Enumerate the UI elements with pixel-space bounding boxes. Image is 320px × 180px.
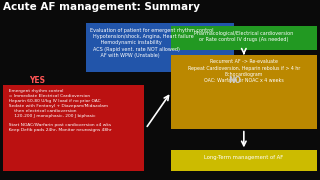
Text: Long-Term management of AF: Long-Term management of AF bbox=[204, 155, 284, 160]
FancyBboxPatch shape bbox=[86, 23, 234, 72]
Text: Evaluation of patient for emergent rhythm control
  Hypotension/shock, Angina, H: Evaluation of patient for emergent rhyth… bbox=[90, 28, 213, 58]
Text: Acute AF management: Summary: Acute AF management: Summary bbox=[3, 2, 200, 12]
Text: Emergent rhythm control
  = Immediate Electrical Cardioversion
  Heparin 60-80 U: Emergent rhythm control = Immediate Elec… bbox=[6, 89, 112, 132]
FancyBboxPatch shape bbox=[171, 55, 317, 129]
FancyBboxPatch shape bbox=[3, 85, 144, 171]
Text: Recurrent AF -> Re-evaluate
Repeat Cardioversion, Heparin rebolus if > 4 hr
Echo: Recurrent AF -> Re-evaluate Repeat Cardi… bbox=[188, 59, 300, 83]
FancyBboxPatch shape bbox=[171, 150, 317, 171]
FancyBboxPatch shape bbox=[171, 26, 317, 50]
Text: NO: NO bbox=[229, 76, 242, 85]
Text: YES: YES bbox=[29, 76, 45, 85]
Text: Pharmacological/Electrical cardioversion
or Rate control IV drugs (As needed): Pharmacological/Electrical cardioversion… bbox=[194, 31, 294, 42]
